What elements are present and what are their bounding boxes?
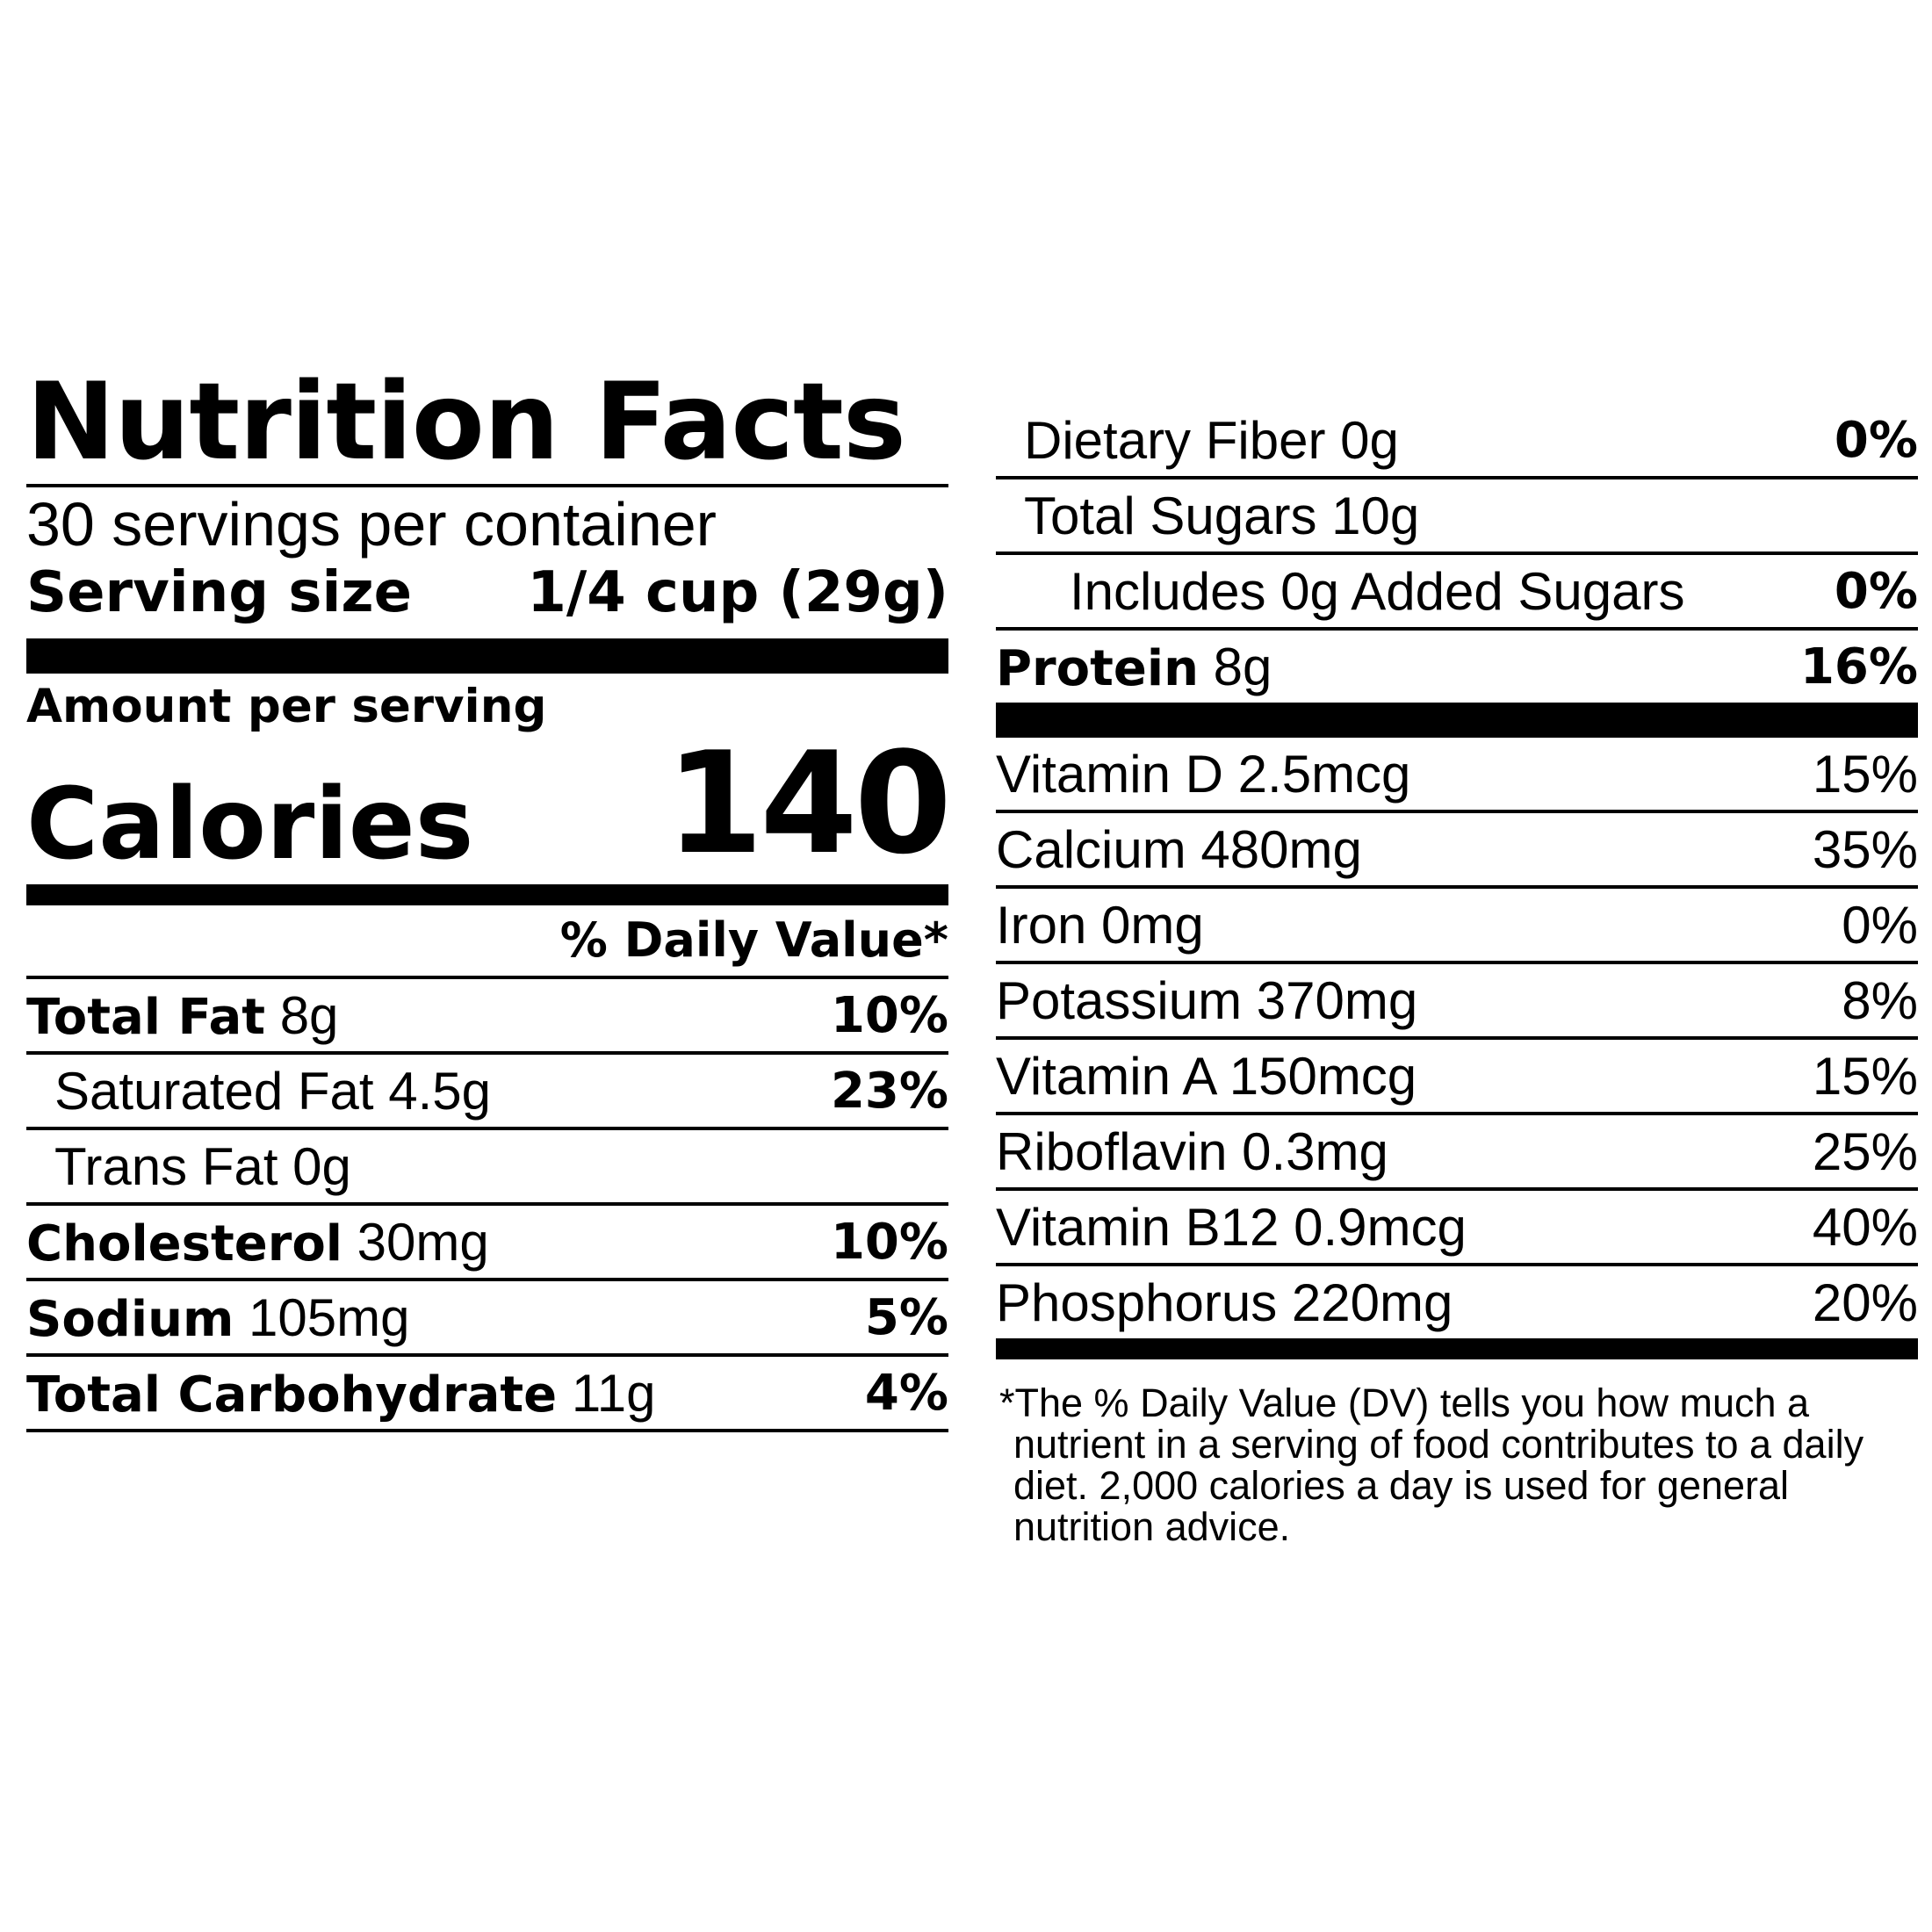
vitamin-daily-value: 40% (1812, 1197, 1918, 1257)
vitamin-row-vitamin-a: Vitamin A 150mcg 15% (996, 1040, 1918, 1115)
vitamin-row-vitamin-b12: Vitamin B12 0.9mcg 40% (996, 1191, 1918, 1266)
vitamin-name: Phosphorus 220mg (996, 1272, 1453, 1332)
nutrient-name: Trans Fat 0g (54, 1136, 351, 1196)
servings-per-container: 30 servings per container (26, 490, 717, 559)
nutrient-row-added-sugars: Includes 0g Added Sugars 0% (996, 555, 1918, 631)
nutrient-row-dietary-fiber: Dietary Fiber 0g 0% (996, 404, 1918, 479)
nutrient-row-saturated-fat: Saturated Fat 4.5g 23% (26, 1055, 948, 1130)
thick-divider (996, 703, 1918, 738)
vitamin-daily-value: 15% (1812, 1046, 1918, 1106)
vitamin-daily-value: 20% (1812, 1272, 1918, 1332)
vitamin-name: Calcium 480mg (996, 819, 1362, 879)
nutrient-name: Cholesterol (26, 1215, 342, 1272)
nutrient-name: Saturated Fat 4.5g (54, 1061, 491, 1121)
vitamin-daily-value: 0% (1842, 895, 1918, 955)
daily-value-header: % Daily Value* (559, 912, 948, 968)
nutrient-amount: 105mg (248, 1287, 410, 1347)
divider (26, 484, 948, 487)
nutrient-row-total-fat: Total Fat 8g 10% (26, 979, 948, 1055)
nutrient-amount: 30mg (357, 1212, 489, 1272)
vitamin-daily-value: 25% (1812, 1121, 1918, 1181)
vitamin-name: Vitamin B12 0.9mcg (996, 1197, 1467, 1257)
nutrient-daily-value: 0% (1834, 562, 1918, 620)
amount-per-serving: Amount per serving (26, 680, 547, 733)
nutrition-label-right-column: Dietary Fiber 0g 0% Total Sugars 10g Inc… (996, 404, 1918, 1547)
divider (26, 976, 948, 979)
nutrient-row-total-carbohydrate: Total Carbohydrate 11g 4% (26, 1357, 948, 1432)
nutrient-daily-value: 10% (830, 1213, 948, 1271)
nutrient-row-trans-fat: Trans Fat 0g (26, 1130, 948, 1206)
nutrient-row-cholesterol: Cholesterol 30mg 10% (26, 1206, 948, 1281)
nutrient-name: Total Fat (26, 988, 266, 1046)
nutrient-daily-value: 5% (864, 1288, 948, 1346)
vitamin-name: Iron 0mg (996, 895, 1204, 955)
nutrient-name: Total Carbohydrate (26, 1366, 558, 1424)
medium-divider (996, 1338, 1918, 1359)
nutrient-row-total-sugars: Total Sugars 10g (996, 479, 1918, 555)
serving-size-value: 1/4 cup (29g) (527, 560, 948, 625)
calories-label: Calories (26, 768, 474, 882)
vitamin-name: Riboflavin 0.3mg (996, 1121, 1388, 1181)
nutrition-label-left-column: Nutrition Facts 30 servings per containe… (26, 360, 952, 1432)
serving-size-row: Serving size 1/4 cup (29g) (26, 558, 948, 638)
nutrient-daily-value: 10% (830, 986, 948, 1044)
nutrient-daily-value: 16% (1799, 638, 1918, 696)
nutrient-name: Sodium (26, 1290, 234, 1348)
vitamin-daily-value: 15% (1812, 744, 1918, 804)
nutrient-daily-value: 23% (830, 1062, 948, 1120)
nutrient-amount: 11g (571, 1363, 656, 1423)
nutrient-name: Protein (996, 639, 1199, 697)
vitamin-row-potassium: Potassium 370mg 8% (996, 964, 1918, 1040)
serving-size-label: Serving size (26, 560, 413, 625)
vitamin-daily-value: 8% (1842, 970, 1918, 1030)
vitamin-name: Vitamin D 2.5mcg (996, 744, 1411, 804)
vitamin-row-phosphorus: Phosphorus 220mg 20% (996, 1266, 1918, 1338)
label-title: Nutrition Facts (26, 360, 906, 484)
nutrient-row-protein: Protein 8g 16% (996, 631, 1918, 703)
daily-value-footnote: *The % Daily Value (DV) tells you how mu… (999, 1381, 1864, 1549)
vitamin-row-riboflavin: Riboflavin 0.3mg 25% (996, 1115, 1918, 1191)
calories-value: 140 (666, 721, 952, 885)
nutrient-daily-value: 4% (864, 1364, 948, 1422)
nutrient-amount: 8g (1213, 637, 1272, 696)
nutrient-amount: 8g (279, 985, 339, 1045)
vitamin-daily-value: 35% (1812, 819, 1918, 879)
vitamin-row-vitamin-d: Vitamin D 2.5mcg 15% (996, 738, 1918, 813)
nutrient-name: Includes 0g Added Sugars (1070, 561, 1685, 621)
calories-row: Calories 140 (26, 721, 952, 885)
vitamin-name: Potassium 370mg (996, 970, 1418, 1030)
medium-divider (26, 884, 948, 905)
nutrient-daily-value: 0% (1834, 411, 1918, 469)
vitamin-row-iron: Iron 0mg 0% (996, 889, 1918, 964)
vitamin-row-calcium: Calcium 480mg 35% (996, 813, 1918, 889)
nutrient-name: Total Sugars 10g (1024, 486, 1420, 545)
thick-divider (26, 638, 948, 674)
vitamin-name: Vitamin A 150mcg (996, 1046, 1417, 1106)
nutrient-name: Dietary Fiber 0g (1024, 410, 1399, 470)
nutrient-row-sodium: Sodium 105mg 5% (26, 1281, 948, 1357)
